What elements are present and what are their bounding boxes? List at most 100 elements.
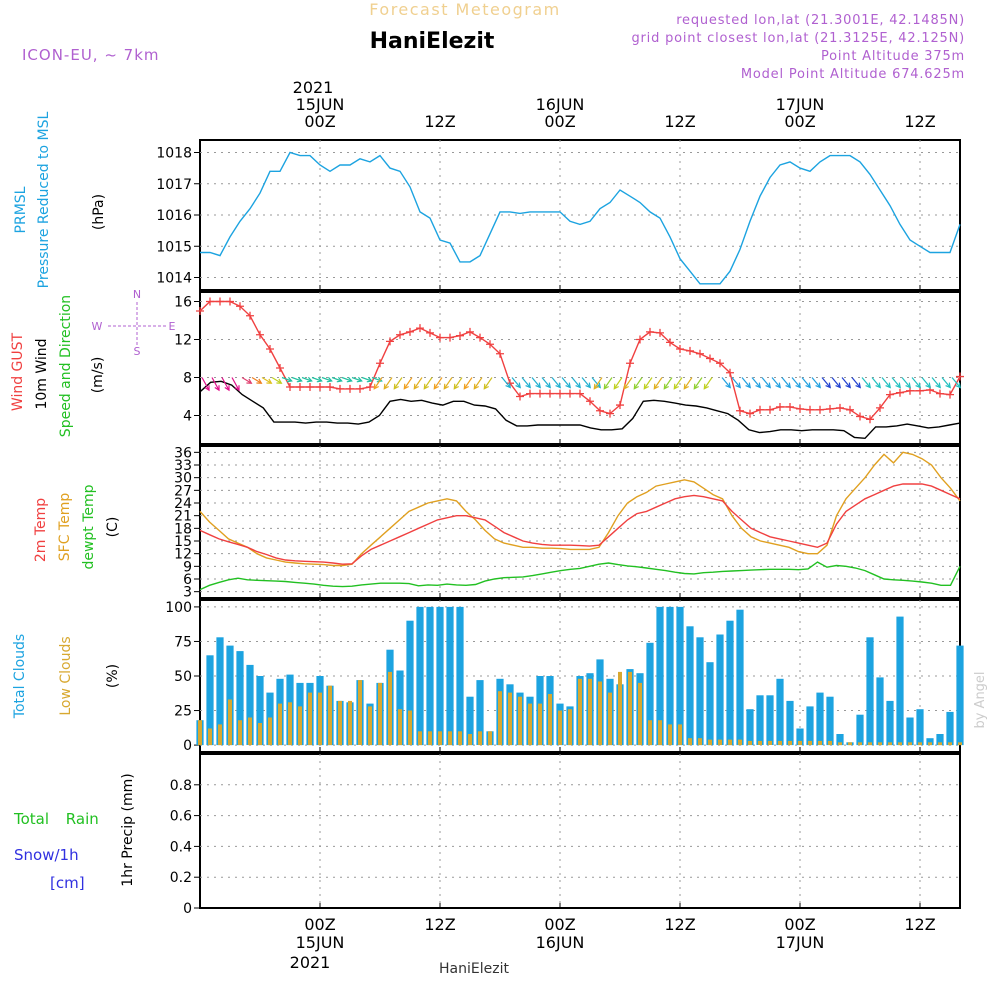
top-tick-label: 12Z	[664, 112, 695, 131]
gust-point	[646, 327, 654, 336]
wind-arrow-head	[673, 383, 679, 390]
pressure-unit-label: (hPa)	[91, 194, 107, 230]
bar-total-clouds	[856, 714, 864, 746]
wind-arrow-head	[895, 382, 901, 389]
bottom-date-label: 17JUN	[776, 933, 825, 952]
gust-point	[616, 401, 624, 410]
wind-arrow-head	[234, 385, 240, 392]
wind-arrow	[761, 377, 771, 388]
wind-arrow-head	[663, 383, 669, 390]
gust-point	[576, 389, 584, 398]
wind-arrow	[911, 377, 921, 388]
footer-location: HaniElezit	[439, 961, 509, 977]
wind-arrow	[781, 377, 791, 388]
wind-arrow	[811, 377, 821, 388]
wind-arrow-head	[683, 383, 689, 390]
bar-low-clouds	[248, 717, 252, 746]
y-tick-label: 36	[174, 445, 192, 461]
gust-point	[566, 389, 574, 398]
wind-arrow-head	[463, 383, 469, 390]
top-date-label: 17JUN	[776, 95, 825, 114]
gust-point	[876, 403, 884, 412]
snow-unit-label: [cm]	[50, 874, 85, 892]
wind-labels: Wind GUST 10m Wind Speed and Direction (…	[10, 288, 176, 437]
gust-point	[266, 345, 274, 353]
gust-point	[536, 389, 544, 398]
gust-point	[546, 389, 554, 398]
wind-arrow-head	[246, 378, 253, 384]
gust-point	[766, 405, 774, 414]
top-date-label: 15JUN	[296, 95, 345, 114]
wind-arrow	[251, 376, 262, 384]
bar-low-clouds	[908, 742, 912, 746]
top-tick-label: 00Z	[784, 112, 815, 131]
total-clouds-label: Total Clouds	[12, 634, 28, 719]
pressure-desc-label: Pressure Reduced to MSL	[36, 111, 52, 288]
wind-arrow	[703, 377, 713, 390]
gust-point	[196, 307, 204, 315]
gust-point	[786, 402, 794, 411]
wind-arrow	[433, 377, 443, 390]
wind-arrow-head	[845, 382, 851, 389]
bar-low-clouds	[218, 724, 222, 746]
bar-low-clouds	[278, 703, 282, 746]
t2m-label: 2m Temp	[33, 498, 49, 562]
bar-total-clouds	[876, 677, 884, 746]
wind-arrow-head	[805, 382, 811, 389]
wind-arrow-head	[376, 376, 383, 383]
bar-low-clouds	[518, 696, 522, 746]
rain-label: Total Rain	[13, 810, 99, 828]
gust-point	[436, 333, 444, 342]
model-altitude: Model Point Altitude 674.625m	[741, 67, 965, 82]
wind-arrow	[511, 377, 521, 388]
wind-arrow	[871, 377, 881, 388]
wind-arrow	[201, 377, 210, 391]
wind-arrow	[841, 377, 851, 388]
wind-arrow	[483, 377, 493, 390]
wind-arrow	[603, 377, 613, 390]
wind-arrow	[591, 377, 601, 388]
bar-low-clouds	[768, 740, 772, 745]
bar-low-clouds	[198, 720, 202, 746]
clouds-panel: 0 25 50 75 100	[165, 599, 964, 754]
wind-arrow-head	[204, 385, 210, 392]
bottom-tick-label: 00Z	[544, 915, 575, 934]
wind-arrow-head	[955, 382, 961, 389]
series-wind-gust	[199, 300, 961, 421]
wind-arrow	[241, 376, 252, 384]
wind-arrow	[581, 377, 591, 388]
bar-total-clouds	[786, 700, 794, 746]
y-tick-label: 0.8	[170, 778, 192, 794]
bar-low-clouds	[698, 738, 702, 746]
wind-arrow	[623, 377, 633, 390]
wind-arrow	[361, 376, 372, 382]
bar-low-clouds	[538, 703, 542, 746]
gust-point	[376, 359, 384, 368]
series-dewpt-temp	[199, 561, 961, 591]
gust-point	[486, 340, 494, 349]
gust-point	[356, 384, 364, 393]
bar-low-clouds	[778, 740, 782, 745]
gust-point	[206, 297, 214, 306]
wind-arrow-head	[915, 382, 921, 389]
compass-north: N	[133, 288, 141, 301]
bar-low-clouds	[748, 740, 752, 745]
wind-arrow	[731, 377, 741, 388]
wind-arrow-head	[515, 382, 521, 389]
sfc-label: SFC Temp	[57, 493, 73, 562]
gust-point	[276, 364, 284, 372]
bar-total-clouds	[716, 634, 724, 745]
bottom-year: 2021	[290, 953, 331, 972]
y-tick-label: 1016	[156, 208, 192, 224]
bar-low-clouds	[238, 720, 242, 746]
wind-arrow-head	[545, 382, 551, 389]
bar-low-clouds	[638, 682, 642, 746]
bar-low-clouds	[408, 710, 412, 745]
bar-low-clouds	[338, 700, 342, 746]
wind-arrow	[473, 377, 483, 390]
gust-point	[326, 383, 334, 391]
gust-point	[656, 328, 664, 337]
gust-point	[306, 383, 314, 391]
gust-point	[866, 415, 874, 424]
bar-low-clouds	[328, 685, 332, 746]
